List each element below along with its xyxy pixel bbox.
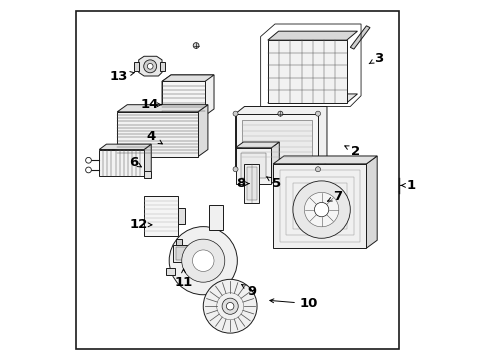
Text: 13: 13 (110, 69, 134, 82)
Circle shape (192, 250, 214, 271)
Circle shape (193, 42, 199, 48)
Polygon shape (349, 26, 369, 49)
Text: 2: 2 (344, 145, 360, 158)
Bar (244, 164, 258, 203)
Polygon shape (235, 142, 279, 148)
Text: 4: 4 (146, 130, 162, 144)
Circle shape (147, 63, 153, 69)
Polygon shape (273, 164, 366, 248)
Polygon shape (235, 107, 326, 169)
Polygon shape (208, 205, 223, 230)
Polygon shape (117, 105, 207, 112)
Polygon shape (144, 144, 151, 176)
Polygon shape (198, 105, 207, 157)
Text: 8: 8 (236, 177, 248, 190)
Bar (160, 62, 165, 71)
Circle shape (233, 111, 238, 116)
Bar (144, 196, 178, 235)
Polygon shape (99, 144, 151, 149)
Circle shape (222, 298, 238, 314)
Text: 1: 1 (400, 179, 415, 192)
Bar (172, 244, 192, 262)
Text: 9: 9 (241, 284, 256, 298)
Text: 11: 11 (174, 269, 192, 289)
Polygon shape (162, 81, 204, 116)
Bar (246, 167, 256, 200)
Circle shape (304, 192, 338, 227)
Polygon shape (235, 114, 317, 169)
Polygon shape (267, 31, 357, 40)
Text: 10: 10 (269, 297, 318, 310)
Text: 12: 12 (129, 218, 152, 231)
Text: 7: 7 (327, 190, 342, 203)
Bar (176, 239, 182, 244)
Polygon shape (271, 142, 279, 184)
Polygon shape (117, 112, 198, 157)
Bar (134, 62, 139, 71)
Polygon shape (99, 149, 144, 176)
Text: 14: 14 (140, 98, 161, 111)
Text: 6: 6 (128, 156, 141, 168)
Circle shape (169, 226, 237, 295)
Bar (175, 247, 189, 260)
Circle shape (292, 181, 349, 238)
Polygon shape (366, 156, 376, 248)
Polygon shape (162, 75, 214, 116)
Polygon shape (273, 156, 376, 164)
Circle shape (314, 202, 328, 217)
Circle shape (315, 167, 320, 172)
Polygon shape (162, 75, 214, 81)
Circle shape (182, 239, 224, 282)
Circle shape (277, 111, 282, 116)
Polygon shape (139, 56, 162, 76)
Text: 5: 5 (266, 177, 281, 190)
Bar (178, 208, 184, 224)
Polygon shape (242, 120, 311, 163)
Circle shape (85, 157, 91, 163)
Circle shape (315, 111, 320, 116)
Polygon shape (241, 153, 265, 178)
Circle shape (226, 302, 233, 310)
Circle shape (203, 279, 257, 333)
Circle shape (143, 60, 156, 73)
Polygon shape (235, 148, 271, 184)
Text: 3: 3 (368, 51, 383, 64)
Circle shape (85, 167, 91, 173)
Bar (144, 171, 151, 178)
Circle shape (233, 167, 238, 172)
Polygon shape (267, 94, 357, 103)
Polygon shape (267, 40, 346, 103)
Polygon shape (165, 268, 174, 275)
